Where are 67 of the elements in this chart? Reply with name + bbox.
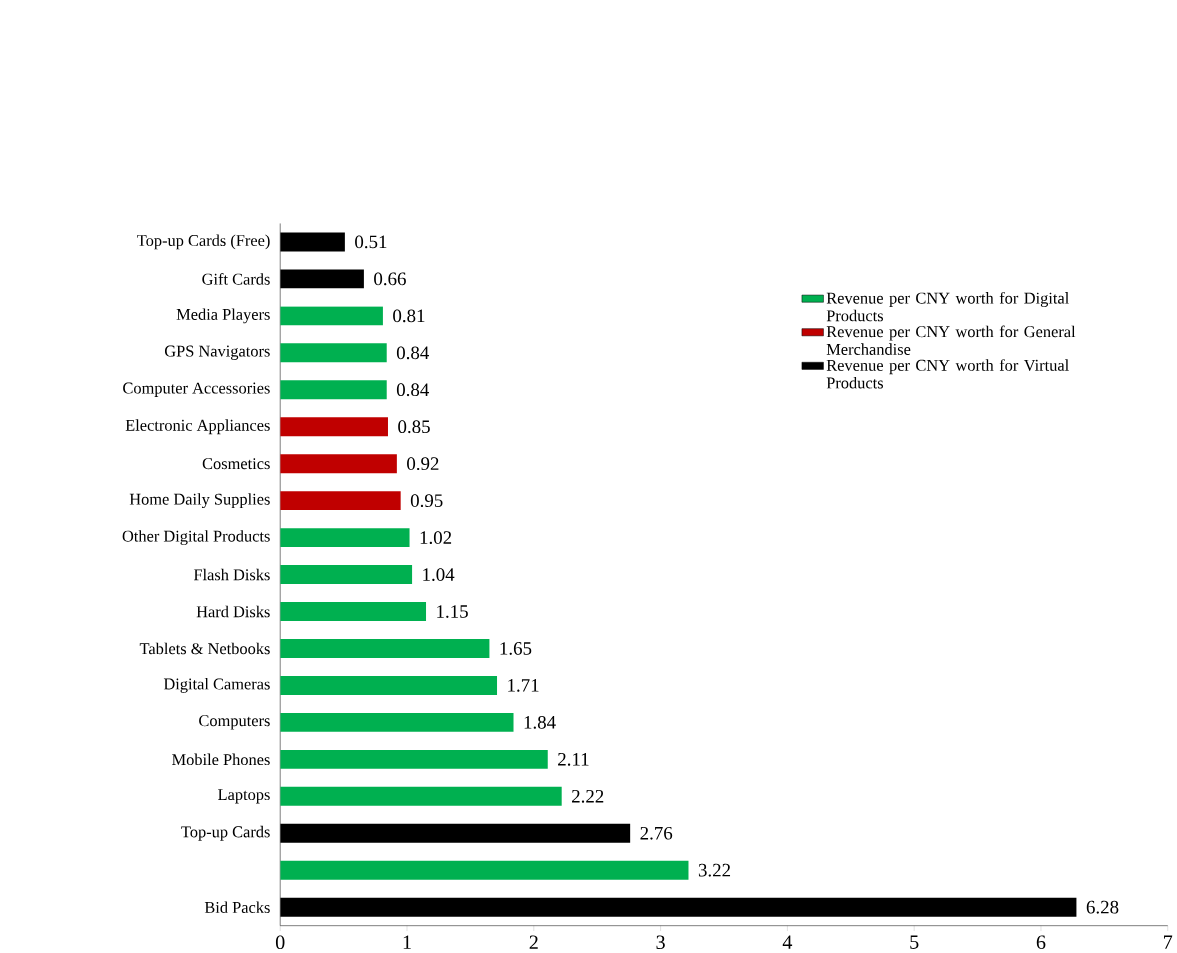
x-tick-label: 6 (1036, 935, 1046, 949)
legend-label: Revenue per CNY worth for General Merchandise (826, 325, 1076, 355)
bar (280, 343, 387, 363)
bar (280, 564, 413, 584)
y-tick-label: Digital Cameras (163, 677, 270, 693)
bar (280, 638, 490, 658)
y-tick-label: Media Players (176, 308, 270, 324)
x-tick-label: 7 (1164, 935, 1173, 949)
data-label: 0.84 (396, 383, 430, 397)
x-tick-label: 5 (910, 935, 919, 949)
data-label: 3.22 (698, 863, 731, 877)
x-tick-label: 1 (403, 935, 411, 949)
bar (280, 712, 514, 732)
data-label: 0.84 (396, 346, 430, 360)
data-label: 0.66 (374, 272, 406, 286)
y-tick-label: Gift Cards (202, 272, 270, 285)
data-label: 2.76 (640, 826, 673, 840)
data-label: 1.71 (508, 678, 539, 692)
data-label: 1.84 (524, 715, 556, 729)
bar (280, 269, 364, 289)
data-label: 0.81 (393, 309, 425, 323)
x-tick-label: 0 (275, 935, 285, 949)
y-tick-label: Top-up Cards (Free) (137, 234, 270, 250)
y-tick-label: Hard Disks (196, 605, 270, 618)
y-tick-label: Other Digital Products (122, 529, 270, 545)
bar (280, 675, 498, 695)
bar (280, 527, 410, 547)
data-label: 0.92 (407, 457, 439, 470)
bar (280, 823, 631, 843)
x-tick-label: 4 (782, 935, 793, 949)
data-label: 0.85 (398, 420, 430, 433)
bar (280, 601, 427, 621)
data-label: 1.04 (423, 567, 455, 581)
data-label: 2.22 (572, 789, 604, 803)
x-tick-label: 2 (529, 935, 538, 949)
data-label: 0.51 (355, 235, 387, 249)
legend-label: Revenue per CNY worth for Virtual Products (826, 358, 1069, 389)
y-tick-label: Home Daily Supplies (129, 493, 270, 508)
data-label: 1.15 (437, 605, 468, 618)
bar (280, 380, 387, 400)
data-label: 0.95 (410, 494, 443, 507)
y-tick-label: Flash Disks (193, 568, 270, 581)
y-tick-label: GPS Navigators (164, 345, 270, 360)
bar (280, 306, 383, 326)
bar (280, 232, 345, 252)
data-label: 2.11 (558, 752, 589, 766)
legend-label: Revenue per CNY worth for Digital Products (826, 291, 1069, 322)
y-tick-label: Computers (199, 715, 270, 730)
y-tick-label: Laptops (218, 789, 270, 804)
bar (280, 417, 388, 437)
data-label: 1.02 (420, 531, 452, 544)
y-tick-label: Mobile Phones (172, 753, 270, 765)
y-tick-label: Cosmetics (202, 458, 270, 470)
bar (280, 749, 548, 769)
data-label: 1.65 (500, 641, 532, 655)
y-tick-label: Top-up Cards (181, 825, 270, 841)
bar (280, 786, 562, 806)
bar (280, 491, 401, 510)
x-tick-label: 3 (656, 935, 665, 949)
bar (280, 860, 689, 880)
y-tick-label: Tablets & Netbooks (139, 642, 270, 655)
bar (280, 897, 1077, 917)
y-tick-label: Electronic Appliances (125, 419, 270, 434)
y-tick-label: Bid Packs (204, 901, 270, 913)
data-label: 6.28 (1086, 900, 1119, 914)
bar (280, 454, 397, 473)
y-tick-label: Computer Accessories (123, 382, 270, 397)
